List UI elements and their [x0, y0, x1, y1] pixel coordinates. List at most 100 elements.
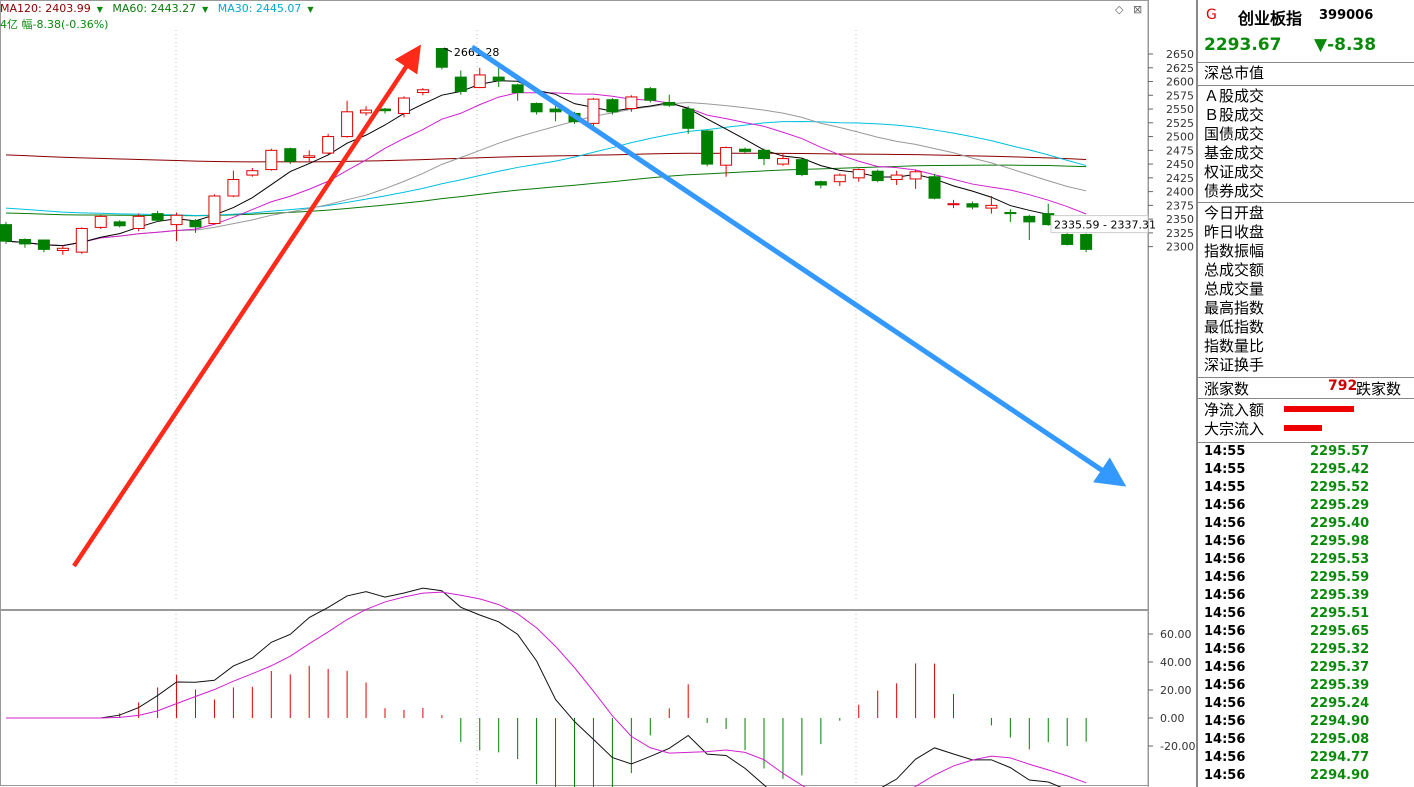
tick-time: 14:56: [1204, 642, 1246, 657]
divider: [1198, 62, 1414, 63]
tick-price: 2295.53: [1310, 552, 1370, 567]
tick-price: 2294.90: [1310, 714, 1370, 729]
candle-body: [132, 215, 145, 229]
chart-area[interactable]: 2300 2325 2350 2375 2400 2425 2450 2475 2500 2525…: [0, 0, 1196, 787]
group-icon[interactable]: G: [1206, 7, 1217, 23]
tick-time: 14:55: [1204, 444, 1246, 459]
tick-price: 2295.98: [1310, 534, 1370, 549]
range-label: 2335.59 - 2337.31: [1054, 219, 1156, 232]
ma120-label: MA120: 2403.99: [0, 2, 91, 15]
candle-body: [284, 148, 297, 162]
tick-price: 2295.37: [1310, 660, 1370, 675]
y-tick-label: 2375: [1166, 199, 1194, 212]
candle-body: [18, 238, 31, 245]
candle-body: [1080, 234, 1093, 250]
range-label-box: [1050, 215, 1149, 234]
candle-body: [985, 204, 998, 209]
index-name: 创业板指: [1238, 9, 1303, 28]
price-change: ▼-8.38: [1314, 35, 1377, 55]
candle-body: [890, 174, 903, 180]
divider: [1198, 85, 1414, 86]
divider: [1198, 202, 1414, 203]
stat-label: 昨日收盘: [1204, 223, 1265, 241]
tick-price: 2294.77: [1310, 750, 1370, 765]
index-code: 399006: [1319, 8, 1374, 23]
close-box-icon[interactable]: ⊠: [1133, 3, 1143, 16]
candle-body: [909, 171, 922, 180]
diamond-icon[interactable]: ◇: [1115, 3, 1124, 16]
high-pointer: [443, 47, 453, 53]
y-tick-label: 2450: [1166, 158, 1194, 171]
tick-time: 14:56: [1204, 606, 1246, 621]
ma30-line: [5, 120, 1087, 217]
candle-body: [701, 130, 714, 165]
tick-time: 14:56: [1204, 678, 1246, 693]
y-tick-label: 2650: [1166, 48, 1194, 61]
candle-body: [814, 181, 827, 186]
kline-chart[interactable]: 2300232523502375240024252450247525002525…: [0, 0, 1196, 787]
candle-body: [0, 224, 12, 242]
candle-body: [739, 148, 752, 152]
fall-count-label: 跌家数: [1356, 380, 1402, 398]
tick-price: 2295.32: [1310, 642, 1370, 657]
candle-body: [113, 221, 126, 227]
rise-count-value: 792: [1328, 378, 1358, 394]
stat-label: 今日开盘: [1204, 204, 1265, 222]
tick-time: 14:56: [1204, 660, 1246, 675]
ma60-line: [5, 164, 1087, 217]
tick-price: 2295.59: [1310, 570, 1370, 585]
candle-body: [151, 213, 164, 221]
candle-body: [682, 108, 695, 129]
stat-label: 国债成交: [1204, 125, 1265, 143]
uptrend-arrow: [72, 44, 421, 568]
ma-legend: MA120: 2403.99 ▼ MA60: 2443.27 ▼ MA30: 244…: [0, 2, 320, 15]
stat-label: 指数量比: [1204, 337, 1265, 355]
stat-label: 指数振幅: [1204, 242, 1265, 260]
stat-label: 深总市值: [1204, 64, 1265, 82]
candle-body: [625, 96, 638, 109]
stat-label: 最低指数: [1204, 318, 1265, 336]
tick-price: 2295.39: [1310, 678, 1370, 693]
y-tick-label: 2425: [1166, 172, 1194, 185]
candle-body: [322, 136, 335, 154]
candle-body: [966, 203, 979, 208]
candle-body: [265, 149, 278, 171]
candle-body: [663, 101, 676, 106]
candle-body: [397, 97, 410, 114]
candle-body: [189, 220, 202, 228]
y-tick-label: 2600: [1166, 76, 1194, 89]
tick-price: 2295.08: [1310, 732, 1370, 747]
tick-price: 2295.24: [1310, 696, 1370, 711]
y-tick-label: 0.00: [1160, 712, 1185, 725]
divider: [1198, 442, 1414, 443]
ma60-label: MA60: 2443.27: [112, 2, 197, 15]
candle-body: [795, 159, 808, 176]
main-frame: [0, 0, 1149, 610]
candle-body: [776, 158, 789, 165]
tick-price: 2295.42: [1310, 462, 1370, 477]
tick-time: 14:56: [1204, 624, 1246, 639]
candle-body: [530, 103, 543, 113]
candle-body: [341, 111, 354, 138]
tick-price: 2295.52: [1310, 480, 1370, 495]
y-tick-label: 2525: [1166, 117, 1194, 130]
ma5-line: [5, 80, 1087, 247]
candle-body: [454, 76, 467, 92]
y-tick-label: 2550: [1166, 103, 1194, 116]
block-inflow-bar: [1284, 425, 1322, 431]
quote-panel: G 创业板指 399006 2293.67 ▼-8.38 深总市值 Ａ股成交 Ｂ股…: [1196, 0, 1414, 787]
tick-price: 2295.51: [1310, 606, 1370, 621]
y-tick-label: 2625: [1166, 62, 1194, 75]
net-inflow-label: 净流入额: [1204, 401, 1265, 419]
down-arrow-icon: ▼: [202, 5, 209, 14]
tick-time: 14:56: [1204, 768, 1246, 783]
down-arrow-icon: ▼: [307, 5, 314, 14]
stat-label: Ｂ股成交: [1204, 106, 1265, 124]
candle-body: [833, 174, 846, 183]
stat-label: 债券成交: [1204, 182, 1265, 200]
candle-body: [644, 88, 657, 101]
tick-time: 14:56: [1204, 588, 1246, 603]
candle-body: [37, 239, 50, 250]
divider: [1198, 398, 1414, 399]
tick-time: 14:56: [1204, 570, 1246, 585]
